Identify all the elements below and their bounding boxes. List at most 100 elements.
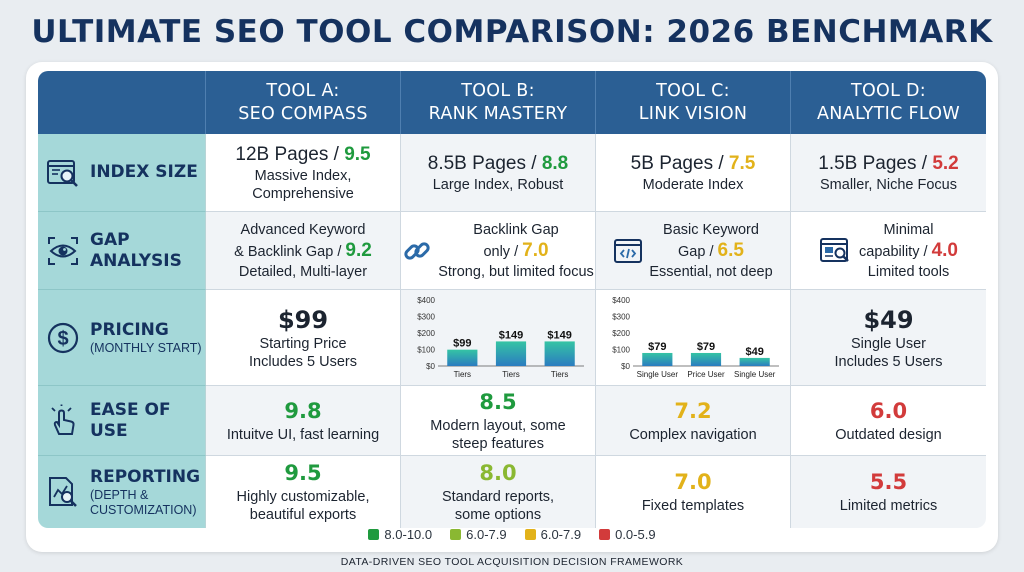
ease-tool-b: 8.5 Modern layout, some steep features [401, 386, 596, 456]
tool-d-line1: TOOL D: [850, 80, 927, 101]
row-label-sub-2: CUSTOMIZATION) [90, 502, 197, 517]
row-label-text-2: ANALYSIS [90, 250, 182, 271]
score-legend: 8.0-10.0 6.0-7.9 6.0-7.9 0.0-5.9 [0, 527, 1024, 542]
gap-line1: Basic Keyword [663, 221, 759, 238]
chart-b-ytick: $400 [417, 296, 435, 305]
ease-line1: Complex navigation [629, 426, 757, 443]
price-value: $49 [863, 305, 914, 334]
gap-desc: Detailed, Multi-layer [238, 263, 368, 280]
page-title: ULTIMATE SEO TOOL COMPARISON: 2026 BENCH… [31, 14, 993, 50]
row-label-pricing: $ PRICING (MONTHLY START) [38, 290, 206, 386]
chart-b-category-label: Tiers [454, 370, 471, 379]
index-desc: Smaller, Niche Focus [820, 176, 957, 193]
chart-c-bar [642, 352, 673, 366]
chart-b-ytick: $0 [426, 362, 435, 371]
index-score: 7.5 [728, 152, 756, 174]
chart-c-bar-label: $79 [697, 340, 715, 352]
row-label-text: PRICING [90, 319, 169, 340]
reporting-score: 7.0 [674, 470, 712, 494]
ease-tool-a: 9.8 Intuitve UI, fast learning [206, 386, 401, 456]
pricing-tool-b: $400 $300 $200 $100 $0 $99 Tiers $149 Tiers $149 T… [401, 290, 596, 386]
legend-label: 8.0-10.0 [384, 527, 433, 542]
index-tool-a: 12B Pages / 9.5 Massive Index, Comprehens… [206, 134, 401, 212]
index-tool-c: 5B Pages / 7.5 Moderate Index [596, 134, 791, 212]
chart-c-ytick: $400 [612, 296, 630, 305]
pricing-chart-tool-b: $400 $300 $200 $100 $0 $99 Tiers $149 Tiers $149 T… [417, 296, 584, 379]
gap-score: 7.0 [522, 239, 549, 261]
reporting-score: 8.0 [479, 461, 517, 485]
chart-c-bar-label: $79 [648, 340, 666, 352]
index-value: 8.5B Pages / [427, 152, 542, 174]
legend-label: 6.0-7.9 [466, 527, 507, 542]
header-corner [38, 71, 206, 134]
pricing-chart-tool-c: $400 $300 $200 $100 $0 $79 Single User $79 Price… [612, 296, 779, 379]
chart-c-ytick: $100 [612, 345, 630, 354]
price-line1: Starting Price [259, 335, 347, 352]
chart-b-bar-label: $149 [547, 329, 571, 341]
tool-b-line1: TOOL B: [461, 80, 535, 101]
gap-tool-a: Advanced Keyword & Backlink Gap / 9.2 Deta… [206, 212, 401, 290]
legend-swatch [599, 529, 611, 540]
legend-item: 0.0-5.9 [599, 527, 656, 542]
chart-b-category-label: Tiers [551, 370, 568, 379]
tool-a-line1: TOOL A: [266, 80, 340, 101]
tool-a-line2: SEO COMPASS [238, 103, 368, 124]
legend-item: 8.0-10.0 [368, 527, 432, 542]
reporting-tool-a: 9.5 Highly customizable, beautiful exports [206, 456, 401, 528]
row-label-text: INDEX SIZE [90, 162, 198, 182]
row-label-text: EASE OF USE [90, 399, 171, 441]
ease-tool-d: 6.0 Outdated design [791, 386, 986, 456]
chart-b-bar-label: $149 [499, 329, 523, 341]
tool-d-line2: ANALYTIC FLOW [817, 103, 960, 124]
row-label-index-size: INDEX SIZE [38, 134, 206, 212]
chart-b-bar [447, 349, 478, 366]
chart-b-bar-label: $99 [453, 337, 471, 349]
row-label-ease-of-use: EASE OF USE [38, 386, 206, 456]
index-tool-b: 8.5B Pages / 8.8 Large Index, Robust [401, 134, 596, 212]
row-label-reporting: REPORTING (DEPTH & CUSTOMIZATION) [38, 456, 206, 528]
ease-line1: Modern layout, some [430, 417, 566, 434]
index-score: 8.8 [541, 152, 569, 174]
gap-tool-c: Basic Keyword Gap / 6.5 Essential, not dee… [596, 212, 791, 290]
ease-tool-c: 7.2 Complex navigation [596, 386, 791, 456]
index-desc: Massive Index, Comprehensive [252, 167, 354, 202]
index-value: 5B Pages / [630, 152, 729, 174]
legend-swatch [524, 529, 536, 540]
price-value: $99 [277, 305, 329, 334]
tool-b-line2: RANK MASTERY [428, 103, 568, 124]
gap-line2: & Backlink Gap / [234, 243, 346, 260]
pricing-tool-d: $49 Single User Includes 5 Users [791, 290, 986, 386]
reporting-line2: beautiful exports [249, 507, 357, 523]
chart-c-bar [739, 357, 770, 366]
gap-tool-d: Minimal capability / 4.0 Limited tools [791, 212, 986, 290]
legend-swatch [450, 529, 462, 540]
reporting-line2: some options [454, 507, 542, 523]
ease-score: 7.2 [674, 398, 712, 423]
footer-caption: DATA-DRIVEN SEO TOOL ACQUISITION DECISIO… [340, 556, 684, 568]
header-tool-c: TOOL C: LINK VISION [596, 71, 791, 134]
reporting-tool-b: 8.0 Standard reports, some options [401, 456, 596, 528]
pricing-tool-c: $400 $300 $200 $100 $0 $79 Single User $79 Price… [596, 290, 791, 386]
price-line2: Includes 5 Users [834, 353, 943, 370]
chart-b-bar [495, 340, 527, 366]
gap-score: 4.0 [931, 239, 958, 261]
gap-line2: Gap / [678, 243, 718, 260]
index-tool-d: 1.5B Pages / 5.2 Smaller, Niche Focus [791, 134, 986, 212]
chart-c-ytick: $300 [612, 312, 630, 321]
legend-label: 0.0-5.9 [615, 527, 656, 542]
pointer-hand-icon [51, 404, 75, 435]
chart-b-category-label: Tiers [502, 370, 519, 379]
reporting-score: 9.5 [284, 461, 322, 485]
gap-line2: capability / [859, 243, 932, 260]
row-label-text: REPORTING [90, 466, 201, 487]
gap-desc: Essential, not deep [649, 263, 773, 280]
chart-c-ytick: $200 [612, 329, 630, 338]
chart-c-category-label: Price User [687, 370, 725, 379]
gap-line2: only / [483, 243, 523, 260]
ease-score: 9.8 [284, 398, 322, 423]
reporting-tool-d: 5.5 Limited metrics [791, 456, 986, 528]
header-tool-b: TOOL B: RANK MASTERY [401, 71, 596, 134]
gap-line1: Minimal [883, 221, 934, 238]
chart-c-ytick: $0 [621, 362, 630, 371]
chart-b-ytick: $100 [417, 345, 435, 354]
